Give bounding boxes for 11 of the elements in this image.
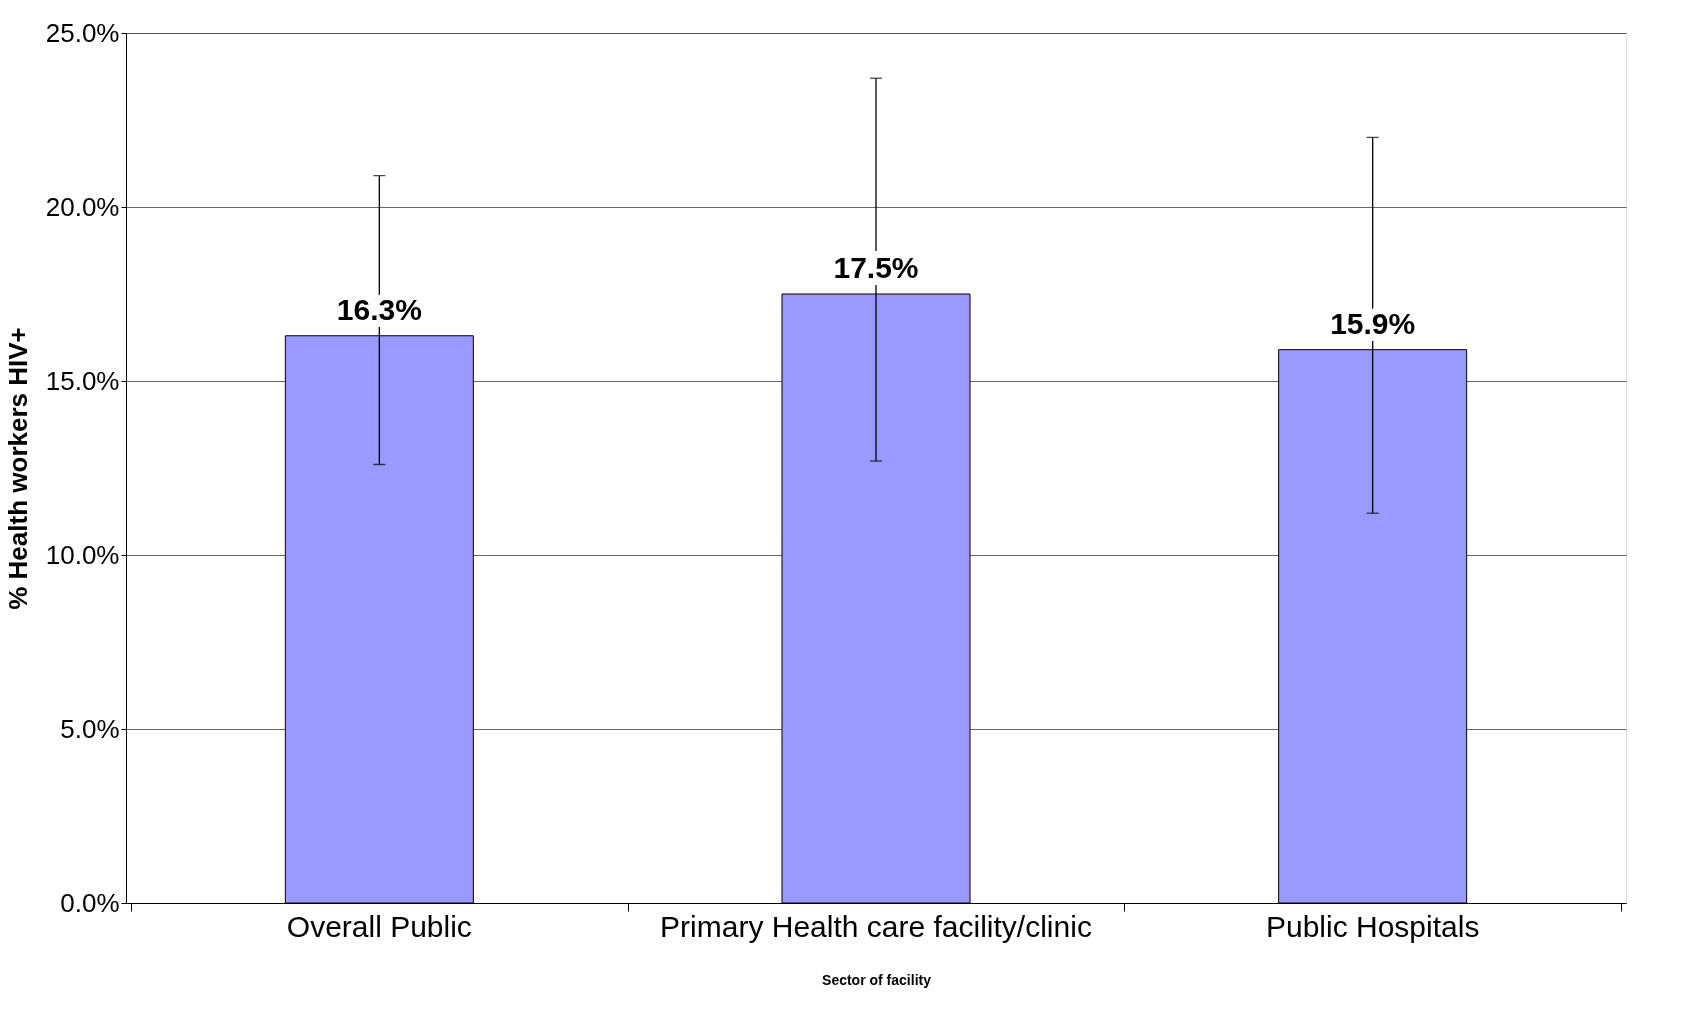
y-tick-label: 15.0% [45,365,120,396]
x-tick-label: Primary Health care facility/clinic [660,910,1092,943]
x-axis-title: Sector of facility [822,971,932,988]
x-tick-label: Overall Public [286,910,472,943]
y-tick-label: 20.0% [45,191,120,222]
y-tick-label: 0.0% [60,887,120,918]
x-tick-label: Public Hospitals [1265,910,1480,943]
y-tick-label: 25.0% [45,17,120,48]
y-tick-label: 10.0% [45,539,120,570]
y-axis-title: % Health workers HIV+ [2,327,33,610]
y-tick-label: 5.0% [60,713,120,744]
